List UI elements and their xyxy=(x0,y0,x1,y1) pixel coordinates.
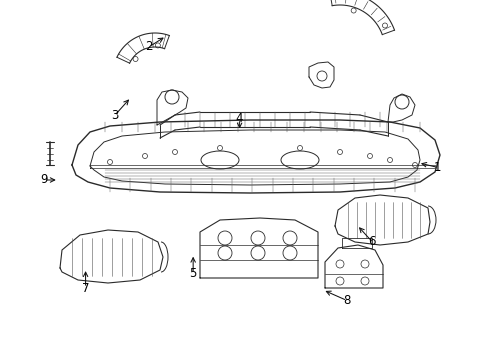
Text: 7: 7 xyxy=(81,282,89,294)
Text: 5: 5 xyxy=(189,267,197,280)
Text: 8: 8 xyxy=(343,294,350,307)
Text: 4: 4 xyxy=(235,112,243,125)
Text: 6: 6 xyxy=(367,235,375,248)
Text: 9: 9 xyxy=(40,174,48,186)
Text: 1: 1 xyxy=(433,161,441,174)
Text: 2: 2 xyxy=(145,40,153,53)
Text: 3: 3 xyxy=(111,109,119,122)
